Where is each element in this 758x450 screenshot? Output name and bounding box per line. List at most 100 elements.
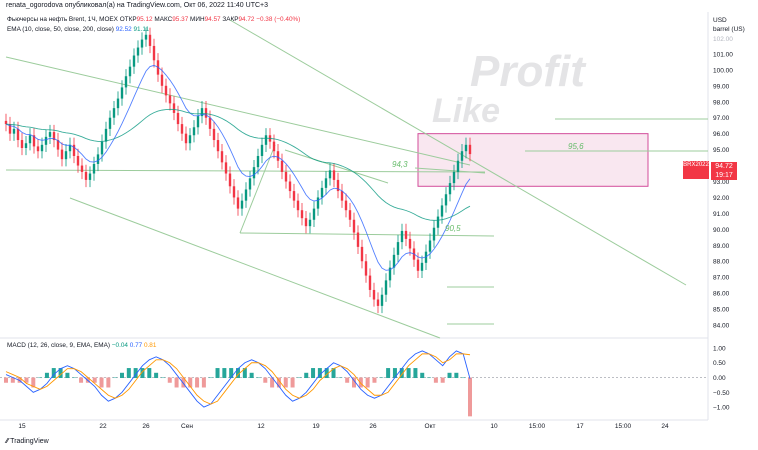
candle-body (40, 144, 44, 152)
price-tick: 90.00 (713, 227, 730, 234)
tradingview-brand-text: TradingView (10, 438, 49, 445)
macd-legend: MACD (12, 26, close, 9, EMA, EMA) −0.04 … (7, 341, 156, 350)
candle-body (380, 294, 384, 306)
price-tick: 86.00 (713, 291, 730, 298)
macd-histogram-bar (4, 377, 8, 383)
tradingview-brand[interactable]: ⁄⁄ TradingView (6, 437, 49, 447)
candle-body (280, 160, 284, 172)
symbol-name: Фьючерсы на нефть Brent, 1Ч, MOEX (7, 16, 118, 23)
macd-histogram-bar (427, 377, 432, 379)
macd-histogram-bar (154, 372, 159, 379)
candle-body (348, 210, 352, 220)
candle-body (228, 173, 232, 187)
candle-body (388, 267, 392, 281)
macd-histogram-bar (242, 368, 247, 379)
macd-tick: −1.00 (713, 405, 730, 412)
candle-body (224, 162, 228, 174)
macd-histogram-bar (454, 372, 459, 379)
time-tick: 10 (490, 423, 498, 430)
candle-body (28, 135, 32, 144)
candle-body (84, 171, 88, 180)
candle-body (396, 242, 400, 255)
candle-body (292, 191, 296, 201)
macd-histogram-bar (379, 377, 384, 379)
macd-histogram-bar (174, 377, 179, 388)
candle-body (112, 108, 116, 118)
last-price: 94.72 (715, 163, 733, 170)
candle-body (24, 143, 28, 149)
candle-body (208, 117, 212, 129)
candle-body (36, 146, 40, 152)
axis-currency: USD (713, 17, 727, 24)
candle-body (72, 144, 76, 156)
candle-body (240, 200, 244, 209)
candle-body (244, 189, 248, 201)
candle-body (376, 299, 380, 306)
candle-body (96, 154, 100, 164)
macd-histogram-bar (236, 368, 240, 379)
candle-body (192, 127, 196, 136)
candle-body (452, 171, 456, 184)
macd-histogram-bar (338, 377, 343, 379)
candle-body (300, 210, 304, 219)
candle-body (436, 216, 440, 228)
macd-histogram-bar (263, 377, 268, 383)
candle-body (124, 76, 128, 88)
macd-histogram-bar (420, 372, 425, 379)
candle-body (468, 144, 472, 155)
high-label: МАКС (154, 16, 173, 23)
price-tick: 98.00 (713, 99, 730, 106)
candle-body (168, 95, 172, 104)
macd-histogram-bar (201, 377, 206, 388)
change-value: −0.38 (−0.40%) (256, 16, 301, 23)
candle-body (260, 144, 264, 156)
candle-body (304, 218, 308, 227)
time-tick: 15:00 (615, 423, 632, 430)
macd-histogram-bar (140, 368, 145, 379)
macd-histogram-bar (297, 377, 302, 379)
macd-histogram-bar (222, 368, 227, 379)
watermark-line1: Profit (470, 47, 587, 96)
candle-body (68, 144, 72, 152)
price-tick: 85.00 (713, 307, 730, 314)
time-tick: 12 (257, 423, 265, 430)
candle-body (212, 128, 216, 141)
macd-histogram-bar (44, 372, 49, 379)
macd-histogram-bar (120, 372, 124, 379)
candle-body (328, 170, 332, 179)
symbol-legend: Фьючерсы на нефть Brent, 1Ч, MOEX ОТКР95… (7, 15, 300, 24)
macd-histogram-bar (386, 368, 391, 379)
time-tick: 24 (661, 423, 669, 430)
candle-body (128, 66, 132, 77)
candle-body (464, 144, 468, 152)
wedge-upper-line (284, 149, 389, 184)
macd-histogram-bar (290, 377, 295, 388)
candle-body (344, 200, 348, 211)
macd-histogram-bar (31, 377, 36, 388)
macd-histogram-bar (113, 377, 118, 379)
price-tick: 89.00 (713, 243, 730, 250)
candle-body (420, 262, 424, 271)
bar-countdown: 19:17 (715, 172, 733, 179)
candle-body (80, 165, 84, 172)
macd-histogram-bar (126, 368, 131, 379)
candle-body (32, 135, 36, 147)
candle-body (152, 45, 156, 61)
macd-histogram-bar (106, 377, 111, 388)
candle-body (252, 167, 256, 179)
macd-histogram-bar (270, 377, 275, 388)
candle-body (440, 205, 444, 217)
macd-histogram-bar (276, 377, 281, 388)
time-tick: 15 (18, 423, 26, 430)
price-tick: 95.00 (713, 147, 730, 154)
macd-histogram-bar (38, 377, 43, 379)
candle-body (460, 151, 464, 161)
macd-histogram-bar (331, 368, 336, 379)
symbol-tag: BRX2022 (683, 161, 709, 179)
candle-body (384, 280, 388, 295)
macd-histogram-bar (229, 368, 234, 379)
open-value: 95.12 (136, 16, 153, 23)
ema-label: EMA (10, close, 50, close, 200, close) (7, 26, 114, 33)
macd-histogram-bar (406, 368, 411, 379)
